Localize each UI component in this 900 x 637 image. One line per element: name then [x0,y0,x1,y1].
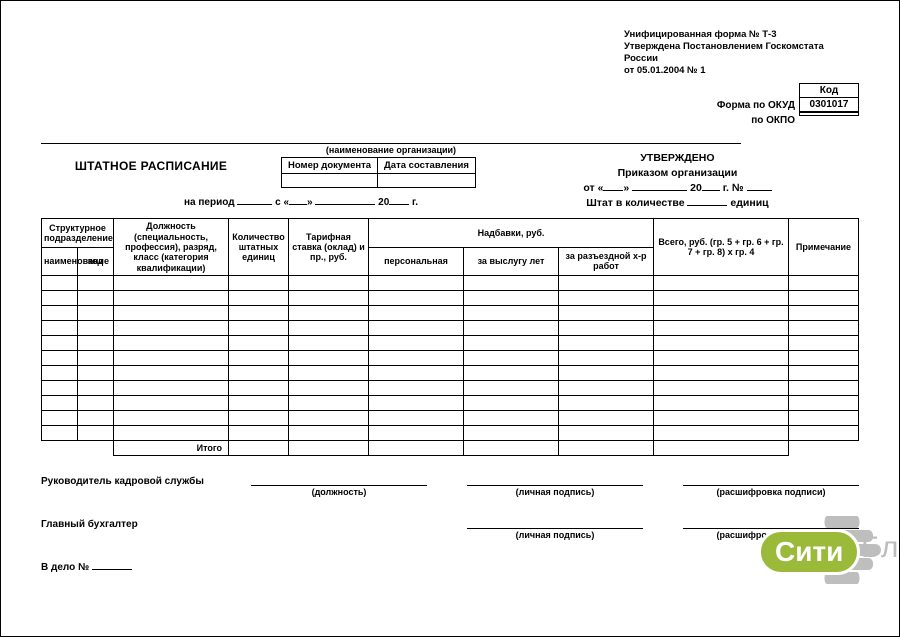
th-add: Надбавки, руб. [369,219,654,247]
table-row [42,291,859,306]
code-box: Форма по ОКУД по ОКПО Код 0301017 [609,83,859,128]
slot-dec1: (расшифровка подписи) [683,474,859,497]
table-row [42,366,859,381]
th-rate: Тарифная ставка (оклад) и пр., руб. [289,219,369,276]
table-row [42,396,859,411]
mini-val1 [282,173,378,187]
doc-meta-table: Номер документа Дата составления [281,157,476,188]
main-table: Структурное подразделение Должность (спе… [41,218,859,456]
table-row [42,321,859,336]
legal-l3: от 05.01.2004 № 1 [624,65,859,77]
th-add2: за выслугу лет [464,247,559,275]
okud-label: Форма по ОКУД [713,98,799,113]
code-head: Код [799,83,859,97]
sign-block: Руководитель кадровой службы (должность)… [41,474,859,573]
file-row: В дело № [41,560,859,573]
okpo-label: по ОКПО [747,113,799,128]
th-total: Всего, руб. (гр. 5 + гр. 6 + гр. 7 + гр.… [654,219,789,276]
approved-block: УТВЕРЖДЕНО Приказом организации от «» 20… [496,151,859,212]
okpo-value [799,112,859,116]
itogo-row: Итого [42,441,859,456]
approved-l2: Приказом организации [496,166,859,181]
table-body [42,276,859,441]
th-pos: Должность (специальность, профессия), ра… [114,219,229,276]
period-row: на период с «» 20 г. [41,197,561,208]
legal-l1: Унифицированная форма № Т-3 [624,29,859,41]
mini-col1: Номер документа [282,157,378,173]
table-row [42,351,859,366]
mini-val2 [378,173,476,187]
slot-sig2: (личная подпись) [467,517,643,540]
th-cnt: Количество штатных единиц [229,219,289,276]
mini-col2: Дата составления [378,157,476,173]
approved-l3: от «» 20 г. № [496,181,859,196]
th-name: наименование [42,247,78,275]
table-row [42,426,859,441]
table-row [42,306,859,321]
slot-sig1: (личная подпись) [467,474,643,497]
th-struct: Структурное подразделение [42,219,114,247]
slot-pos: (должность) [251,474,427,497]
wm-text: Бланк [861,531,900,565]
legal-l2: Утверждена Постановлением Госкомстата Ро… [624,41,859,65]
okud-value: 0301017 [799,97,859,112]
th-add3: за разъездной х-р работ [559,247,654,275]
form-title: ШТАТНОЕ РАСПИСАНИЕ [41,159,261,173]
legal-header: Унифицированная форма № Т-3 Утверждена П… [624,29,859,77]
sign-hr-row: Руководитель кадровой службы (должность)… [41,474,859,497]
table-row [42,411,859,426]
table-row [42,336,859,351]
sign-hr-label: Руководитель кадровой службы [41,474,211,487]
th-add1: персональная [369,247,464,275]
sign-acc-row: Главный бухгалтер . (личная подпись) (ра… [41,517,859,540]
itogo-label: Итого [114,441,229,456]
th-note: Примечание [789,219,859,276]
table-row [42,276,859,291]
page: Унифицированная форма № Т-3 Утверждена П… [1,1,899,636]
approved-l4: Штат в количестве единиц [496,196,859,211]
table-row [42,381,859,396]
slot-dec2: (расшифровка подписи) [683,517,859,540]
sign-acc-label: Главный бухгалтер [41,517,211,530]
approved-l1: УТВЕРЖДЕНО [496,151,859,166]
